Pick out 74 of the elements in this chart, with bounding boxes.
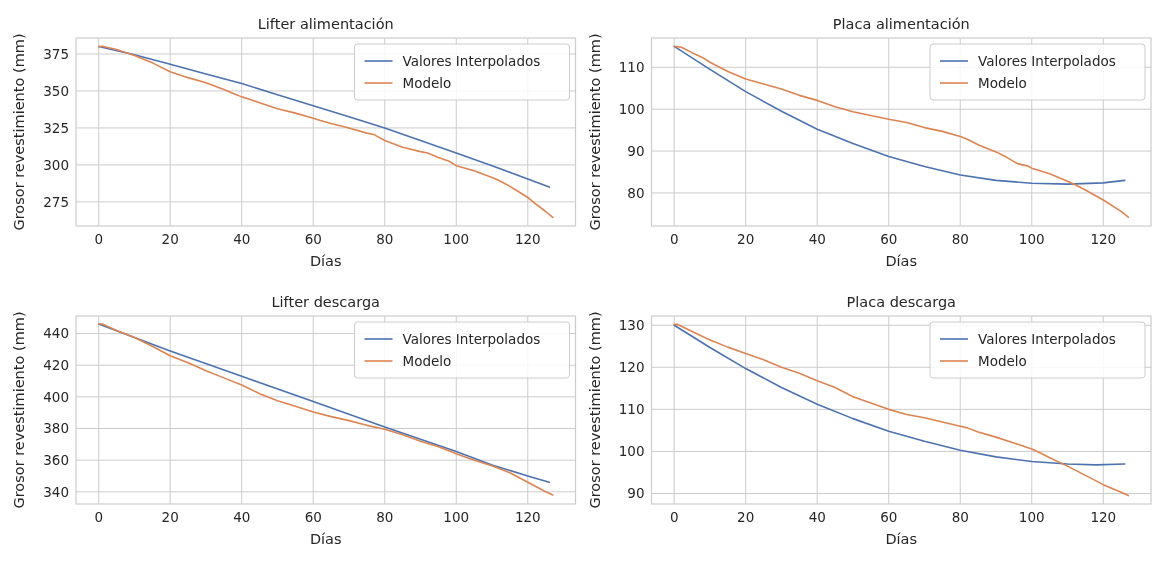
y-tick-label: 360 xyxy=(43,451,69,468)
x-tick-label: 20 xyxy=(737,509,755,525)
x-tick-label: 80 xyxy=(951,509,969,525)
x-tick-label: 120 xyxy=(514,231,541,247)
chart-title: Lifter descarga xyxy=(271,294,380,310)
x-tick-label: 60 xyxy=(880,231,898,247)
x-axis-title: Días xyxy=(309,253,342,269)
x-tick-label: 80 xyxy=(376,231,394,247)
line-series xyxy=(673,45,1130,219)
y-tick-label: 80 xyxy=(627,184,645,201)
y-tick-label: 380 xyxy=(43,420,69,437)
y-axis-title: Grosor revestimiento (mm) xyxy=(11,311,27,509)
line-series xyxy=(673,323,1130,497)
legend-label: Modelo xyxy=(402,74,452,91)
x-tick-label: 100 xyxy=(1018,231,1045,247)
y-tick-label: 440 xyxy=(43,325,69,342)
y-tick-label: 110 xyxy=(618,401,645,418)
line-series xyxy=(673,45,1126,185)
x-axis-title: Días xyxy=(885,253,918,269)
chart-title: Lifter alimentación xyxy=(257,16,394,32)
chart-title: Placa descarga xyxy=(846,294,956,310)
x-tick-label: 20 xyxy=(161,231,179,247)
legend-label: Modelo xyxy=(978,352,1027,369)
y-tick-label: 325 xyxy=(43,119,69,136)
x-tick-label: 100 xyxy=(443,231,470,247)
y-tick-label: 300 xyxy=(43,156,69,173)
x-tick-label: 80 xyxy=(951,231,969,247)
y-tick-label: 110 xyxy=(618,59,645,76)
x-tick-label: 40 xyxy=(233,509,251,525)
x-axis-title: Días xyxy=(309,531,342,547)
legend-label: Valores Interpolados xyxy=(978,330,1116,347)
line-series xyxy=(673,324,1126,466)
y-tick-label: 100 xyxy=(618,443,645,460)
x-tick-label: 0 xyxy=(94,509,103,525)
x-tick-label: 40 xyxy=(233,231,251,247)
x-tick-label: 120 xyxy=(514,509,541,525)
y-tick-label: 375 xyxy=(43,45,69,62)
y-axis-title: Grosor revestimiento (mm) xyxy=(586,311,603,509)
y-tick-label: 120 xyxy=(618,359,645,376)
legend-label: Valores Interpolados xyxy=(402,52,541,69)
line-series xyxy=(97,45,551,188)
chart-title: Placa alimentación xyxy=(832,16,970,32)
legend-label: Valores Interpolados xyxy=(978,52,1116,69)
x-axis-title: Días xyxy=(885,531,918,547)
y-tick-label: 100 xyxy=(618,100,645,117)
x-tick-label: 60 xyxy=(880,509,898,525)
x-tick-label: 0 xyxy=(669,231,679,247)
x-tick-label: 120 xyxy=(1090,509,1117,525)
line-series xyxy=(97,45,554,219)
y-tick-label: 420 xyxy=(43,356,69,373)
y-tick-label: 90 xyxy=(627,485,645,502)
y-tick-label: 400 xyxy=(43,388,69,405)
y-axis-title: Grosor revestimiento (mm) xyxy=(11,33,27,231)
y-axis-title: Grosor revestimiento (mm) xyxy=(586,33,603,231)
x-tick-label: 60 xyxy=(304,231,322,247)
x-tick-label: 80 xyxy=(376,509,394,525)
y-tick-label: 350 xyxy=(43,82,69,99)
y-tick-label: 90 xyxy=(627,142,645,159)
y-tick-label: 275 xyxy=(43,193,69,210)
legend-label: Modelo xyxy=(978,74,1027,91)
x-tick-label: 20 xyxy=(161,509,179,525)
x-tick-label: 40 xyxy=(808,231,826,247)
x-tick-label: 0 xyxy=(669,509,679,525)
x-tick-label: 100 xyxy=(1018,509,1045,525)
x-tick-label: 60 xyxy=(304,509,322,525)
legend-label: Modelo xyxy=(402,352,452,369)
x-tick-label: 20 xyxy=(737,231,755,247)
x-tick-label: 100 xyxy=(443,509,470,525)
x-tick-label: 40 xyxy=(808,509,826,525)
y-tick-label: 340 xyxy=(43,483,69,500)
y-tick-label: 130 xyxy=(618,316,645,333)
x-tick-label: 120 xyxy=(1090,231,1117,247)
x-tick-label: 0 xyxy=(94,231,103,247)
legend-label: Valores Interpolados xyxy=(402,330,541,347)
